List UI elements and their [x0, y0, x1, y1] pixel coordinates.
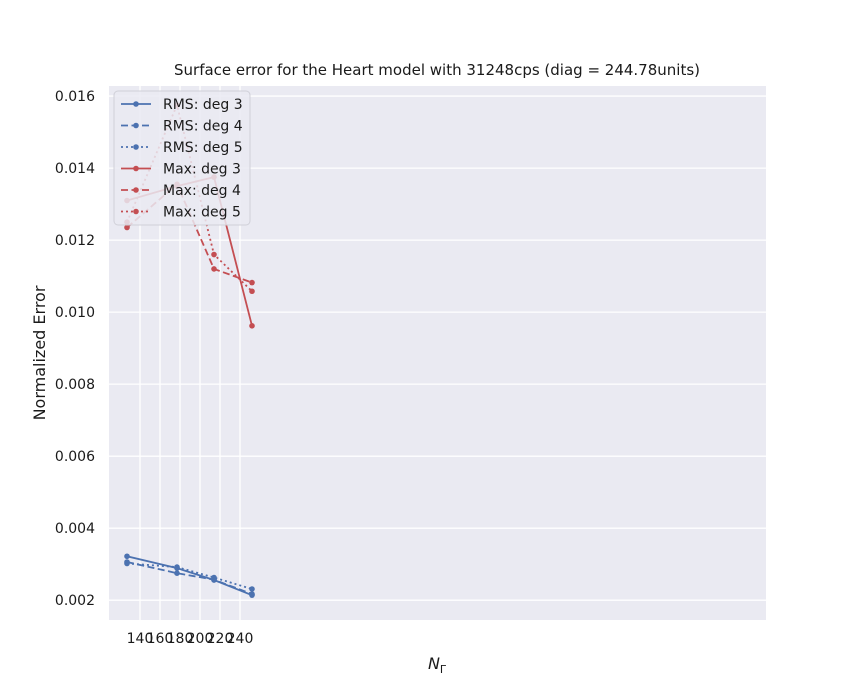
legend-entry: RMS: deg 5: [121, 140, 243, 156]
legend-marker: [133, 101, 139, 107]
data-point: [211, 574, 217, 581]
legend-entry: Max: deg 5: [121, 205, 241, 221]
series-3: [124, 560, 255, 592]
y-axis-label: Normalized Error: [30, 285, 49, 420]
legend-marker: [133, 187, 139, 193]
data-point: [124, 560, 130, 567]
legend-label: Max: deg 5: [163, 205, 241, 221]
legend-label: Max: deg 3: [163, 162, 241, 178]
x-tick-label: 240: [227, 631, 254, 647]
y-axis-ticks: 0.002 0.004 0.006 0.008 0.010 0.012 0.014 0.016: [55, 89, 95, 609]
data-point: [124, 553, 130, 560]
data-point: [124, 224, 130, 231]
legend: RMS: deg 3 RMS: deg 4 RMS: deg 5 Max: deg 3…: [113, 90, 251, 226]
legend-entry: RMS: deg 3: [121, 97, 243, 113]
data-point: [249, 586, 255, 592]
chart-title: Surface error for the Heart model with 3…: [174, 61, 700, 79]
data-point: [249, 279, 255, 286]
data-point: [249, 288, 255, 295]
data-point: [174, 570, 180, 576]
legend-label: Max: deg 4: [163, 183, 241, 199]
y-tick-label: 0.004: [55, 521, 95, 537]
series-line: [126, 562, 253, 590]
legend-entry: Max: deg 4: [121, 183, 241, 199]
x-tick-label: 220: [207, 631, 234, 647]
x-tick-label: 180: [167, 631, 194, 647]
y-tick-label: 0.008: [55, 377, 95, 393]
legend-box: [113, 90, 251, 226]
x-tick-label: 160: [147, 631, 174, 647]
legend-entry: Max: deg 3: [121, 162, 241, 178]
x-tick-label: 200: [187, 631, 214, 647]
x-axis-label: NΓ: [428, 654, 447, 676]
y-tick-label: 0.014: [55, 161, 95, 177]
y-tick-label: 0.006: [55, 449, 95, 465]
data-point: [211, 266, 217, 272]
series-line: [126, 561, 253, 595]
legend-marker: [133, 165, 139, 172]
x-tick-label: 140: [127, 631, 154, 647]
legend-label: RMS: deg 3: [163, 97, 243, 113]
data-point: [174, 564, 180, 570]
legend-entry: RMS: deg 4: [121, 119, 243, 135]
legend-marker: [133, 144, 139, 150]
data-point: [249, 591, 255, 597]
data-point: [249, 323, 255, 329]
legend-marker: [133, 122, 139, 129]
legend-label: RMS: deg 4: [163, 119, 243, 135]
y-tick-label: 0.010: [55, 305, 95, 321]
y-tick-label: 0.002: [55, 593, 95, 609]
y-tick-label: 0.016: [55, 89, 95, 105]
legend-label: RMS: deg 5: [163, 140, 243, 156]
data-point: [211, 251, 217, 258]
y-tick-label: 0.012: [55, 233, 95, 249]
legend-marker: [133, 208, 139, 215]
